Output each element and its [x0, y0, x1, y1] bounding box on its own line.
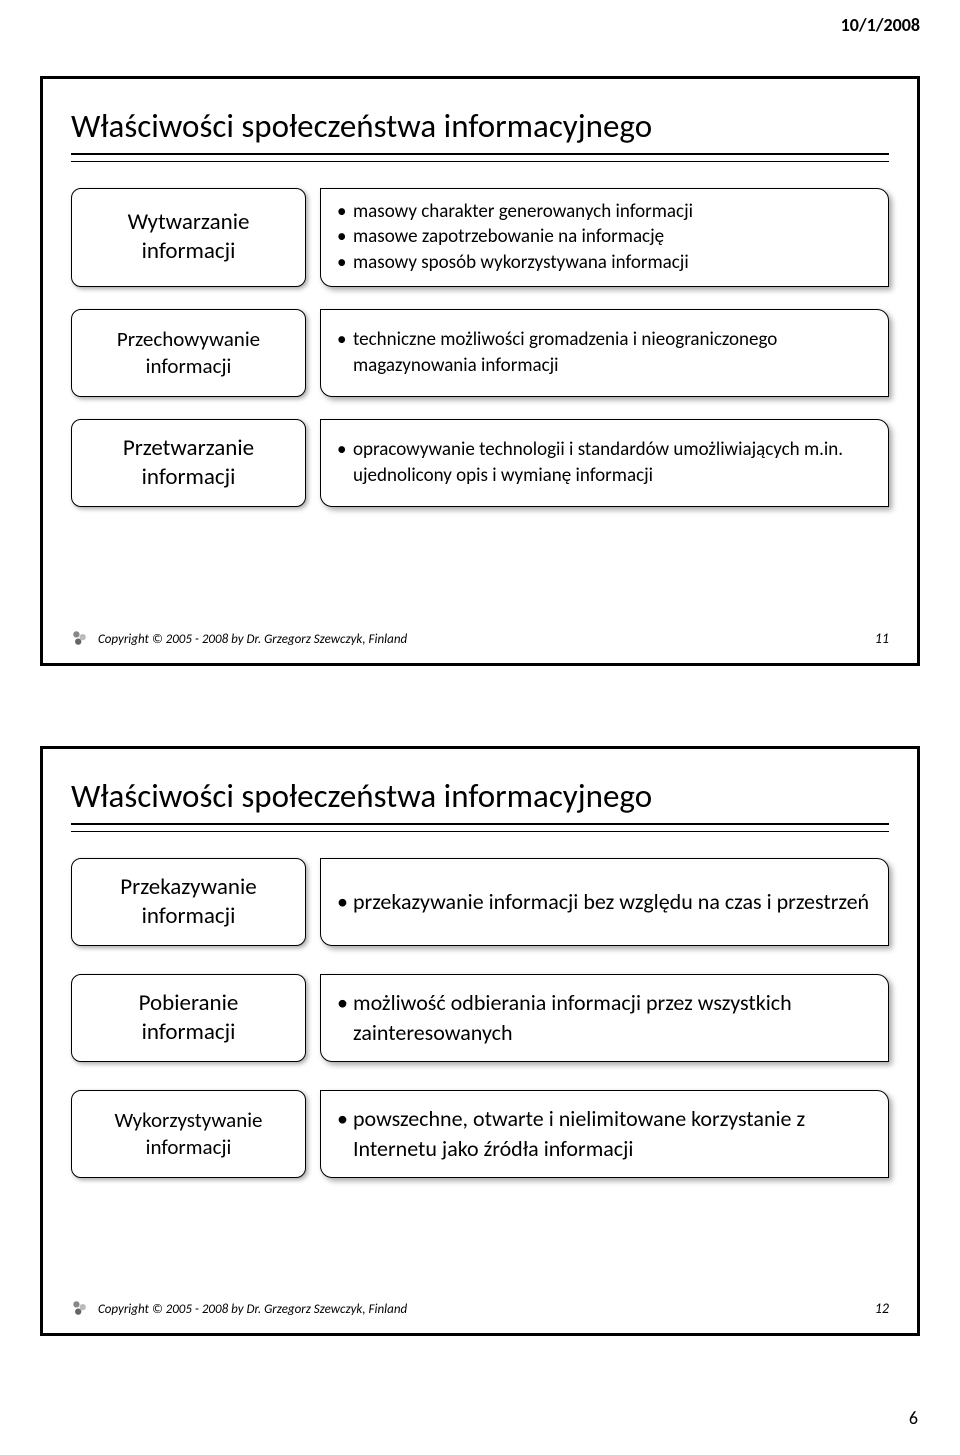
left-box: Wykorzystywanie informacji	[71, 1090, 306, 1178]
left-label: Wytwarzanie informacji	[128, 208, 250, 266]
bullet: możliwość odbierania informacji przez ws…	[335, 988, 874, 1047]
copyright-label: Copyright © 2005 - 2008 by Dr. Grzegorz …	[98, 632, 407, 647]
slide-number: 11	[875, 630, 889, 647]
bullet: masowy charakter generowanych informacji	[335, 199, 874, 225]
bullet: powszechne, otwarte i nielimitowane korz…	[335, 1104, 874, 1163]
copyright-label: Copyright © 2005 - 2008 by Dr. Grzegorz …	[98, 1302, 407, 1317]
slide-2-content: Przekazywanie informacji przekazywanie i…	[71, 858, 889, 1178]
slide-1-content: Wytwarzanie informacji masowy charakter …	[71, 188, 889, 507]
title-rule-2a	[71, 823, 889, 825]
slide-1-footer: Copyright © 2005 - 2008 by Dr. Grzegorz …	[71, 629, 889, 647]
right-box: powszechne, otwarte i nielimitowane korz…	[320, 1090, 889, 1178]
left-box: Pobieranie informacji	[71, 974, 306, 1062]
left-label: Przekazywanie informacji	[120, 873, 256, 931]
bullet: masowy sposób wykorzystywana informacji	[335, 250, 874, 276]
left-box: Przekazywanie informacji	[71, 858, 306, 946]
footer-logo-icon	[71, 629, 89, 647]
right-box: techniczne możliwości gromadzenia i nieo…	[320, 309, 889, 397]
right-box: przekazywanie informacji bez względu na …	[320, 858, 889, 946]
bullet: opracowywanie technologii i standardów u…	[335, 437, 874, 488]
slide1-row-0: Wytwarzanie informacji masowy charakter …	[71, 188, 889, 287]
copyright-text: Copyright © 2005 - 2008 by Dr. Grzegorz …	[71, 1299, 407, 1317]
slide2-row-0: Przekazywanie informacji przekazywanie i…	[71, 858, 889, 946]
left-label: Przechowywanie informacji	[117, 326, 260, 379]
left-label: Wykorzystywanie informacji	[114, 1107, 262, 1160]
left-label: Pobieranie informacji	[139, 989, 239, 1047]
slide-1-title: Właściwości społeczeństwa informacyjnego	[71, 107, 889, 147]
slide2-row-1: Pobieranie informacji możliwość odbieran…	[71, 974, 889, 1062]
slide-2: Właściwości społeczeństwa informacyjnego…	[40, 746, 920, 1336]
right-box: możliwość odbierania informacji przez ws…	[320, 974, 889, 1062]
title-rule-1b	[71, 161, 889, 162]
title-rule-1a	[71, 153, 889, 155]
page-date: 10/1/2008	[841, 14, 920, 36]
slide-2-footer: Copyright © 2005 - 2008 by Dr. Grzegorz …	[71, 1299, 889, 1317]
title-rule-2b	[71, 831, 889, 832]
page-number: 6	[909, 1407, 918, 1429]
slide2-row-2: Wykorzystywanie informacji powszechne, o…	[71, 1090, 889, 1178]
footer-logo-icon	[71, 1299, 89, 1317]
page-root: 10/1/2008 Właściwości społeczeństwa info…	[0, 0, 960, 1455]
slide-number: 12	[875, 1300, 889, 1317]
copyright-text: Copyright © 2005 - 2008 by Dr. Grzegorz …	[71, 629, 407, 647]
right-box: masowy charakter generowanych informacji…	[320, 188, 889, 287]
left-box: Przechowywanie informacji	[71, 309, 306, 397]
slide1-row-1: Przechowywanie informacji techniczne moż…	[71, 309, 889, 397]
right-box: opracowywanie technologii i standardów u…	[320, 419, 889, 507]
bullet: przekazywanie informacji bez względu na …	[335, 887, 874, 917]
slide-2-title: Właściwości społeczeństwa informacyjnego	[71, 777, 889, 817]
bullet: techniczne możliwości gromadzenia i nieo…	[335, 327, 874, 378]
left-label: Przetwarzanie informacji	[123, 434, 254, 492]
left-box: Przetwarzanie informacji	[71, 419, 306, 507]
slide-1: Właściwości społeczeństwa informacyjnego…	[40, 76, 920, 666]
bullet: masowe zapotrzebowanie na informację	[335, 224, 874, 250]
slide1-row-2: Przetwarzanie informacji opracowywanie t…	[71, 419, 889, 507]
left-box: Wytwarzanie informacji	[71, 188, 306, 287]
